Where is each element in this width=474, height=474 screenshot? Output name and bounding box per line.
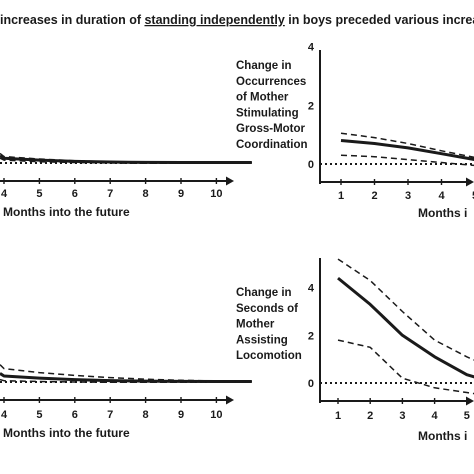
panel-top-right: 0 2 4 Change in Occurrences of Mother Stimulat… [236, 42, 474, 220]
x-tick-label: 2 [371, 190, 377, 202]
confidence-band-line [0, 157, 252, 165]
figure-title: increases in duration of standing indepe… [0, 13, 474, 27]
confidence-band-line [0, 378, 252, 384]
x-tick-label: 7 [107, 188, 113, 200]
x-tick-label: 5 [464, 410, 470, 422]
y-axis-label-line: Coordination [236, 139, 308, 151]
title-underlined: standing independently [144, 13, 284, 27]
title-suffix: in boys preceded various increase [285, 13, 474, 27]
x-tick-label: 3 [399, 410, 405, 422]
x-tick-label: 9 [178, 188, 184, 200]
y-axis-label-line: Change in [236, 287, 292, 299]
x-axis-arrow [466, 177, 474, 187]
confidence-band-line [0, 364, 252, 382]
x-tick-label: 5 [472, 190, 474, 202]
y-axis-label-line: Stimulating [236, 107, 299, 119]
x-tick-label: 1 [338, 190, 344, 202]
y-axis-label-line: of Mother [236, 92, 289, 104]
x-tick-label: 4 [438, 190, 445, 202]
x-tick-label: 10 [210, 188, 222, 200]
x-tick-label: 9 [178, 409, 184, 421]
y-axis-label-line: Mother [236, 319, 275, 331]
x-axis-arrow [466, 396, 474, 406]
x-tick-label: 8 [143, 409, 149, 421]
y-axis-label-line: Occurrences [236, 76, 306, 88]
panel-top-left: 4 5 6 7 8 9 10 Months into the future [0, 152, 252, 219]
y-tick-label: 2 [308, 330, 314, 342]
y-tick-label: 2 [308, 100, 314, 112]
confidence-band-line [337, 258, 474, 361]
x-tick-label: 4 [1, 409, 8, 421]
y-axis-label-line: Gross-Motor [236, 123, 306, 135]
x-tick-label: 7 [107, 409, 113, 421]
estimate-line [337, 276, 474, 379]
x-axis-arrow [226, 395, 234, 405]
x-tick-label: 3 [405, 190, 411, 202]
estimate-line [0, 154, 252, 164]
y-tick-label: 0 [308, 378, 314, 390]
y-tick-label: 4 [308, 42, 315, 54]
y-axis-label-line: Assisting [236, 334, 288, 346]
x-axis-label: Months into the future [3, 205, 130, 219]
x-tick-label: 4 [1, 188, 8, 200]
confidence-band-line [340, 154, 474, 167]
x-tick-label: 6 [72, 188, 78, 200]
panel-bottom-right: 0 2 4 Change in Seconds of Mother Assisting Loc… [236, 258, 474, 443]
estimate-line [0, 372, 252, 383]
x-axis-label: Months i [418, 206, 467, 220]
panel-bottom-left: 4 5 6 7 8 9 10 Months into the future [0, 364, 252, 440]
x-tick-label: 6 [72, 409, 78, 421]
x-tick-label: 2 [367, 410, 373, 422]
x-tick-label: 8 [143, 188, 149, 200]
y-tick-label: 4 [308, 283, 315, 295]
title-prefix: increases in duration of [0, 13, 144, 27]
x-axis-arrow [226, 176, 234, 186]
x-tick-label: 4 [432, 410, 439, 422]
x-tick-label: 10 [210, 409, 222, 421]
confidence-band-line [337, 339, 474, 395]
x-axis-label: Months into the future [3, 426, 130, 440]
x-tick-label: 1 [335, 410, 341, 422]
x-axis-label: Months i [418, 429, 467, 443]
x-tick-label: 5 [36, 188, 42, 200]
confidence-band-line [340, 132, 474, 159]
y-axis-label-line: Locomotion [236, 350, 302, 362]
y-axis-label-line: Change in [236, 60, 292, 72]
x-tick-label: 5 [36, 409, 42, 421]
estimate-line [340, 139, 474, 161]
y-tick-label: 0 [308, 159, 314, 171]
y-axis-label-line: Seconds of [236, 303, 298, 315]
